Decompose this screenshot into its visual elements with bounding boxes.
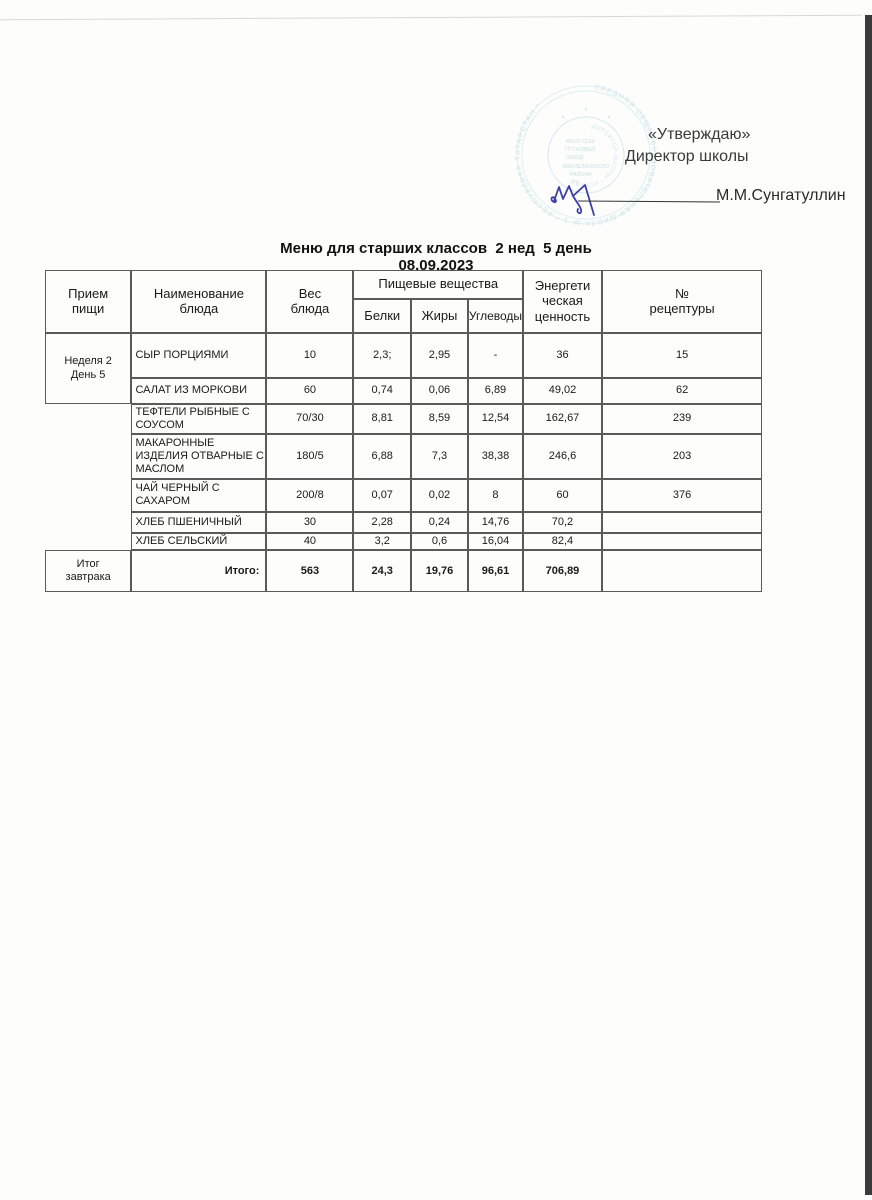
svg-text:ПГТ.НОВЫЙ: ПГТ.НОВЫЙ: [565, 145, 595, 153]
svg-text:ЗАВОД: ЗАВОД: [566, 155, 584, 161]
svg-text:МБОУ СОШ: МБОУ СОШ: [566, 139, 595, 145]
